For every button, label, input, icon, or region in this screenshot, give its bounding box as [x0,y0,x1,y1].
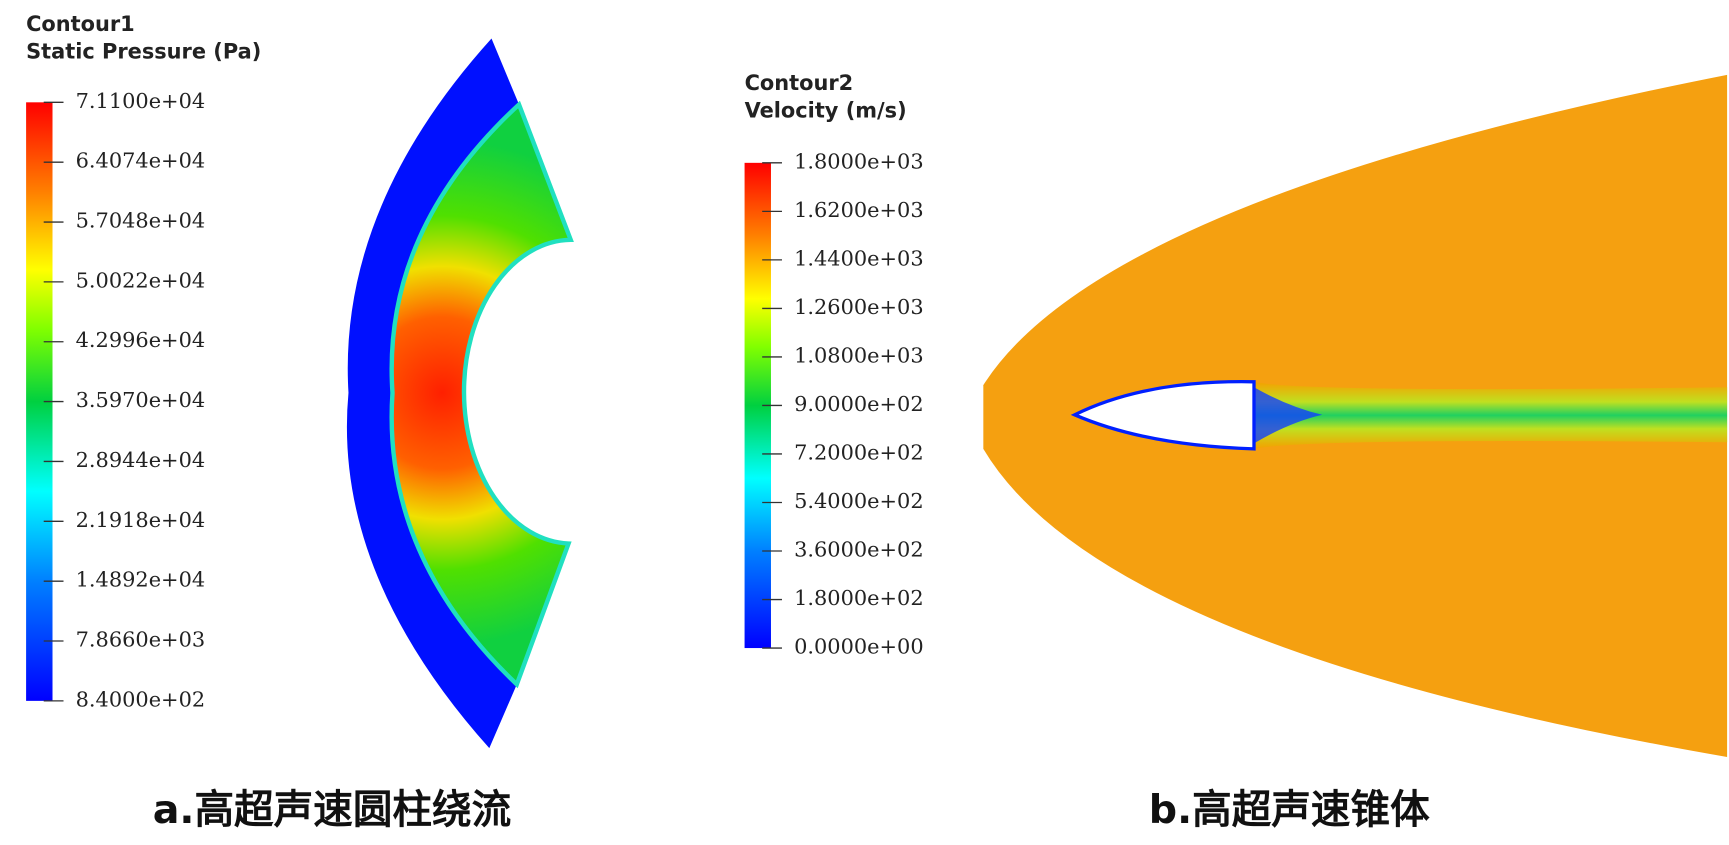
colorbar-tick-label: 7.2000e+02 [794,440,924,464]
legends: Contour1 Static Pressure (Pa) 7.1100e+04 6.… [26,12,1430,833]
caption: a.高超声速圆柱绕流 [153,787,512,833]
colorbar-tick-label: 3.6000e+02 [794,538,924,562]
colorbar-tick-label: 1.4400e+03 [794,246,924,270]
colorbar-tick-label: 3.5970e+04 [76,388,206,412]
pressure-contour-field [389,100,574,689]
velocity-wake [1253,381,1728,449]
colorbar-tick-label: 7.1100e+04 [76,89,206,113]
colorbar-tick-label: 1.8000e+02 [794,586,924,610]
colorbar-tick-label: 1.2600e+03 [794,295,924,319]
colorbar-tick-label: 5.0022e+04 [76,268,206,292]
cone-body [1070,380,1256,451]
velocity-wake-core [1253,387,1323,444]
colorbar-tick-label: 1.8000e+03 [794,149,924,173]
colorbar-tick-label: 1.6200e+03 [794,198,924,222]
legend-variable: Static Pressure (Pa) [26,39,261,63]
colorbar-tick-label: 5.7048e+04 [76,209,206,233]
legend-title: Contour2 [745,71,854,95]
colorbar-tick-label: 9.0000e+02 [794,392,924,416]
colorbar-tick-label: 1.4892e+04 [76,568,206,592]
colorbar-tick-label: 4.2996e+04 [76,328,206,352]
legend-title: Contour1 [26,12,135,36]
caption: b.高超声速锥体 [1149,787,1430,833]
colorbar-tick-label: 0.0000e+00 [794,635,924,659]
colorbar-tick-label: 8.4000e+02 [76,687,206,711]
colorbar-tick-label: 1.0800e+03 [794,343,924,367]
colorbar-tick-label: 7.8660e+03 [76,628,206,652]
colorbar-tick-label: 2.8944e+04 [76,448,206,472]
colorbar-tick-label: 2.1918e+04 [76,508,206,532]
legend-variable: Velocity (m/s) [745,99,907,123]
colorbar-tick-label: 6.4074e+04 [76,149,206,173]
colorbar-tick-label: 5.4000e+02 [794,489,924,513]
pressure-contour-shock [346,38,520,749]
